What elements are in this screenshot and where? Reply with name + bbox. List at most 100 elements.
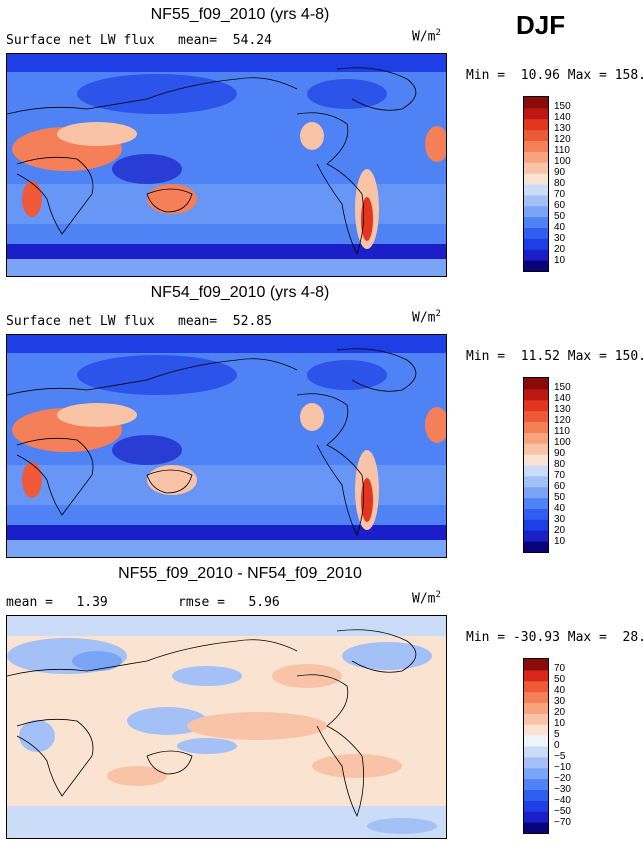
panel-3-title: NF55_f09_2010 - NF54_f09_2010	[118, 565, 362, 582]
panel-2-units: W/m2	[412, 309, 441, 326]
panel-1-units: W/m2	[412, 28, 441, 45]
colorbar-tick-label: 10	[554, 718, 566, 729]
panel-2-map	[6, 334, 447, 558]
colorbar-tick-label: 50	[554, 674, 566, 685]
colorbar-swatch	[524, 702, 548, 714]
colorbar-swatch	[524, 162, 548, 174]
panel-3-colorbar-svg	[524, 659, 548, 833]
colorbar-tick-label: 30	[554, 696, 566, 707]
colorbar-swatch	[524, 443, 548, 455]
colorbar-swatch	[524, 778, 548, 791]
season-label: DJF	[516, 10, 566, 40]
colorbar-swatch	[524, 541, 548, 552]
colorbar-swatch	[524, 140, 548, 152]
colorbar-tick-label: 40	[554, 503, 566, 514]
colorbar-swatch	[524, 184, 548, 196]
colorbar-swatch	[524, 508, 548, 520]
colorbar-swatch	[524, 388, 548, 401]
colorbar-swatch	[524, 410, 548, 423]
colorbar-swatch	[524, 735, 548, 747]
colorbar-swatch	[524, 486, 548, 499]
colorbar-swatch	[524, 713, 548, 725]
colorbar-tick-label: −70	[554, 817, 571, 828]
colorbar-swatch	[524, 680, 548, 693]
colorbar-tick-label: 20	[554, 525, 566, 536]
colorbar-swatch	[524, 756, 548, 769]
colorbar-tick-label: 100	[554, 437, 571, 448]
colorbar-swatch	[524, 238, 548, 250]
panel-1-variable: Surface net LW flux	[6, 33, 155, 48]
colorbar-tick-label: 90	[554, 167, 566, 178]
panel-1-colorbar-svg	[524, 97, 548, 271]
colorbar-tick-label: 140	[554, 112, 571, 123]
colorbar-tick-label: 50	[554, 211, 566, 222]
colorbar-swatch	[524, 421, 548, 433]
colorbar-tick-label: 40	[554, 222, 566, 233]
panel-3-minmax: Min = -30.93 Max = 28.69	[466, 630, 643, 645]
colorbar-tick-label: 70	[554, 470, 566, 481]
colorbar-swatch	[524, 378, 548, 390]
panel-2-colorbar-svg	[524, 378, 548, 552]
panel-2-minmax: Min = 11.52 Max = 150.30	[466, 349, 643, 364]
colorbar-tick-label: 150	[554, 382, 571, 393]
panel-2-colorbar	[523, 377, 549, 553]
colorbar-tick-label: −30	[554, 784, 571, 795]
colorbar-tick-label: 140	[554, 393, 571, 404]
panel-3-mean: mean = 1.39	[6, 595, 108, 610]
colorbar-swatch	[524, 399, 548, 412]
panel-2-variable: Surface net LW flux	[6, 314, 155, 329]
colorbar-tick-label: 60	[554, 481, 566, 492]
colorbar-tick-label: 130	[554, 404, 571, 415]
colorbar-swatch	[524, 107, 548, 120]
colorbar-swatch	[524, 216, 548, 229]
colorbar-tick-label: 0	[554, 740, 560, 751]
colorbar-tick-label: 150	[554, 101, 571, 112]
panel-1-mean: mean= 54.24	[178, 33, 272, 48]
panel-3-map-svg	[7, 616, 446, 838]
colorbar-tick-label: −50	[554, 806, 571, 817]
colorbar-swatch	[524, 173, 548, 185]
colorbar-tick-label: 30	[554, 233, 566, 244]
colorbar-tick-label: 30	[554, 514, 566, 525]
panel-3-rmse: rmse = 5.96	[178, 595, 280, 610]
panel-3-colorbar	[523, 658, 549, 834]
panel-1-map-svg	[7, 54, 446, 276]
colorbar-tick-label: 80	[554, 459, 566, 470]
colorbar-tick-label: −10	[554, 762, 571, 773]
colorbar-tick-label: 5	[554, 729, 560, 740]
colorbar-tick-label: 10	[554, 536, 566, 547]
colorbar-swatch	[524, 691, 548, 704]
colorbar-swatch	[524, 724, 548, 736]
colorbar-tick-label: 110	[554, 145, 570, 156]
colorbar-tick-label: 60	[554, 200, 566, 211]
panel-1-colorbar	[523, 96, 549, 272]
colorbar-swatch	[524, 432, 548, 444]
colorbar-swatch	[524, 767, 548, 780]
colorbar-swatch	[524, 822, 548, 833]
colorbar-tick-label: 50	[554, 492, 566, 503]
colorbar-tick-label: 20	[554, 244, 566, 255]
colorbar-tick-label: 20	[554, 707, 566, 718]
colorbar-tick-label: 40	[554, 685, 566, 696]
panel-3-map	[6, 615, 447, 839]
colorbar-tick-label: −40	[554, 795, 571, 806]
colorbar-swatch	[524, 659, 548, 671]
colorbar-swatch	[524, 811, 548, 823]
colorbar-swatch	[524, 746, 548, 758]
colorbar-tick-label: 80	[554, 178, 566, 189]
colorbar-swatch	[524, 789, 548, 801]
colorbar-swatch	[524, 249, 548, 261]
colorbar-swatch	[524, 465, 548, 477]
colorbar-tick-label: 70	[554, 663, 566, 674]
panel-2-mean: mean= 52.85	[178, 314, 272, 329]
colorbar-swatch	[524, 669, 548, 682]
panel-2-map-svg	[7, 335, 446, 557]
colorbar-tick-label: 90	[554, 448, 566, 459]
colorbar-tick-label: 120	[554, 415, 571, 426]
colorbar-swatch	[524, 475, 548, 488]
colorbar-tick-label: 120	[554, 134, 571, 145]
colorbar-swatch	[524, 205, 548, 218]
panel-1-title: NF55_f09_2010 (yrs 4-8)	[150, 6, 330, 23]
panel-2-title: NF54_f09_2010 (yrs 4-8)	[150, 284, 330, 301]
colorbar-swatch	[524, 118, 548, 131]
